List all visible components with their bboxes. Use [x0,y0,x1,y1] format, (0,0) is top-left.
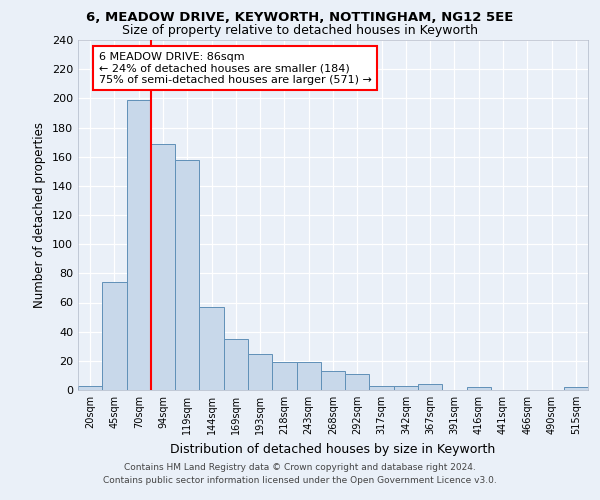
Bar [102,282,127,390]
Bar [370,386,394,390]
Text: Size of property relative to detached houses in Keyworth: Size of property relative to detached ho… [122,24,478,37]
X-axis label: Distribution of detached houses by size in Keyworth: Distribution of detached houses by size … [170,442,496,456]
Bar [78,386,102,390]
Bar [248,354,272,390]
Bar [224,339,248,390]
Bar [199,307,224,390]
Bar [296,362,321,390]
Bar [321,371,345,390]
Bar [272,362,296,390]
Text: 6, MEADOW DRIVE, KEYWORTH, NOTTINGHAM, NG12 5EE: 6, MEADOW DRIVE, KEYWORTH, NOTTINGHAM, N… [86,11,514,24]
Text: Contains public sector information licensed under the Open Government Licence v3: Contains public sector information licen… [103,476,497,485]
Bar [418,384,442,390]
Bar [345,374,370,390]
Bar [394,386,418,390]
Bar [127,100,151,390]
Bar [564,387,588,390]
Bar [175,160,199,390]
Y-axis label: Number of detached properties: Number of detached properties [34,122,46,308]
Text: Contains HM Land Registry data © Crown copyright and database right 2024.: Contains HM Land Registry data © Crown c… [124,464,476,472]
Text: 6 MEADOW DRIVE: 86sqm
← 24% of detached houses are smaller (184)
75% of semi-det: 6 MEADOW DRIVE: 86sqm ← 24% of detached … [98,52,371,85]
Bar [467,387,491,390]
Bar [151,144,175,390]
